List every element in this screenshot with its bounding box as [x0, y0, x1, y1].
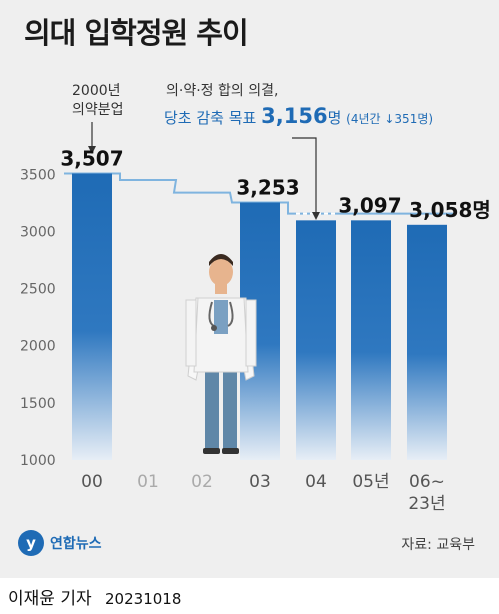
bar-value-label: 3,253 — [236, 176, 299, 200]
y-tick-label: 2000 — [20, 339, 56, 355]
x-tick-label: 23년 — [408, 494, 445, 514]
arrow-goal-head — [312, 212, 320, 220]
bar-00 — [72, 173, 112, 460]
bar-value-label: 3,097 — [338, 193, 401, 217]
x-tick-label: 01 — [137, 472, 159, 492]
y-tick-label: 2500 — [20, 282, 56, 298]
x-tick-label: 06~ — [409, 472, 445, 492]
bar-chart: 1000 1500 2000 2500 3000 3500 3,507 3,253 3,097… — [0, 0, 499, 578]
logo-text: 연합뉴스 — [50, 533, 102, 553]
y-tick-label: 3000 — [20, 224, 56, 240]
annotation-arrows — [88, 122, 320, 220]
source-note: 자료: 교육부 — [401, 534, 475, 554]
x-tick-label: 02 — [191, 472, 213, 492]
bar-value-label: 3,058명 — [409, 198, 491, 222]
x-tick-label: 03 — [249, 472, 271, 492]
yonhap-logo: y 연합뉴스 — [18, 530, 102, 556]
bar-value-label: 3,507 — [60, 146, 123, 170]
y-tick-label: 1000 — [20, 453, 56, 469]
x-tick-label: 00 — [81, 472, 103, 492]
byline-date: 20231018 — [105, 590, 181, 608]
y-axis: 1000 1500 2000 2500 3000 3500 — [20, 167, 56, 469]
x-axis: 00 01 02 03 04 05년 06~23년 — [81, 472, 445, 514]
y-tick-label: 3500 — [20, 167, 56, 183]
logo-mark-icon: y — [18, 530, 44, 556]
bar-06~23년 — [407, 225, 447, 460]
byline: 이재윤 기자 20231018 — [8, 584, 181, 609]
y-tick-label: 1500 — [20, 396, 56, 412]
x-tick-label: 05년 — [352, 472, 389, 492]
byline-author: 이재윤 기자 — [8, 589, 92, 609]
bar-05년 — [351, 220, 391, 460]
bar-04 — [296, 220, 336, 460]
x-tick-label: 04 — [305, 472, 327, 492]
